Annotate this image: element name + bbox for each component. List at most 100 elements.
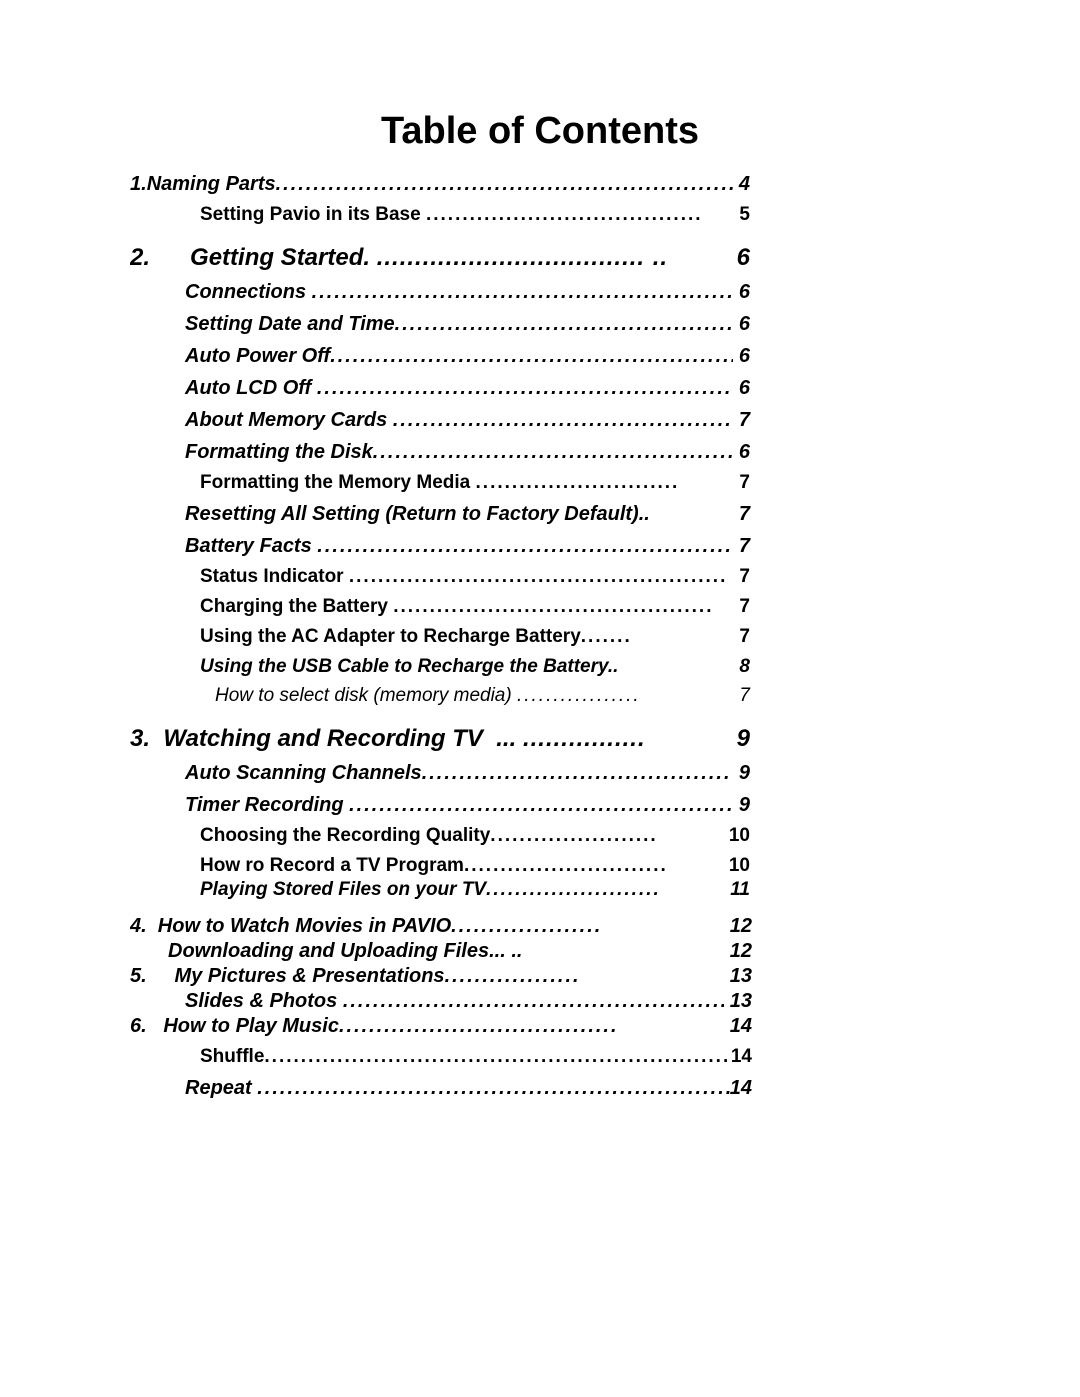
toc-entry: Choosing the Recording Quality..........… — [130, 825, 950, 847]
toc-page-number: 7 — [733, 535, 750, 558]
toc-page-number: 10 — [724, 855, 750, 877]
toc-leader-dots: ........................................… — [349, 794, 733, 817]
toc-label: Setting Pavio in its Base — [200, 204, 426, 226]
toc-entry: Resetting All Setting (Return to Factory… — [130, 503, 950, 526]
toc-entry: Auto Scanning Channels..................… — [130, 762, 950, 785]
toc-page-number: 9 — [733, 794, 750, 817]
toc-entry: Battery Facts ..........................… — [130, 535, 950, 558]
toc-page-number: 6 — [733, 441, 750, 464]
toc-number: 1. — [130, 173, 147, 196]
toc-page-number: 7 — [734, 472, 750, 494]
toc-page-number: 7 — [739, 685, 750, 707]
toc-label: Timer Recording — [185, 794, 349, 817]
toc-entry: Auto Power Off..........................… — [130, 345, 950, 368]
toc-leader-dots: ........................................… — [317, 535, 733, 558]
toc-leader-dots: ........................................… — [317, 377, 733, 400]
toc-page: Table of Contents 1. Naming Parts.......… — [0, 0, 1080, 1162]
toc-label: Auto Scanning Channels — [185, 762, 422, 785]
toc-label: Auto Power Off — [185, 345, 330, 368]
toc-label: Using the USB Cable to Recharge the Batt… — [200, 656, 624, 678]
toc-page-number: 13 — [724, 990, 752, 1013]
toc-label: Naming Parts — [147, 173, 276, 196]
toc-number: 5. — [130, 965, 147, 988]
toc-leader-dots: ........................ — [486, 879, 730, 901]
toc-entry: Shuffle.................................… — [130, 1046, 950, 1068]
toc-label: Charging the Battery — [200, 596, 393, 618]
toc-number: 6. — [130, 1015, 147, 1038]
toc-label: How to Play Music — [147, 1015, 339, 1038]
toc-page-number: 6 — [733, 281, 750, 304]
toc-page-number: 11 — [730, 879, 750, 901]
page-title: Table of Contents — [130, 110, 950, 153]
toc-page-number: 7 — [734, 626, 750, 648]
toc-leader-dots: .................. — [445, 965, 730, 988]
toc-entry: Using the USB Cable to Recharge the Batt… — [130, 656, 950, 678]
toc-page-number: 7 — [734, 566, 750, 588]
toc-label: Slides & Photos — [185, 990, 343, 1013]
toc-entry: Repeat .................................… — [130, 1077, 950, 1100]
toc-label: Playing Stored Files on your TV — [200, 879, 486, 901]
toc-leader-dots: ....... — [581, 626, 734, 648]
toc-leader-dots: ........................................… — [373, 441, 734, 464]
toc-entry: Using the AC Adapter to Recharge Battery… — [130, 626, 950, 648]
toc-entry: Setting Pavio in its Base ..............… — [130, 204, 950, 226]
toc-leader-dots: ........................................… — [343, 990, 724, 1013]
toc-page-number: 10 — [724, 825, 750, 847]
toc-leader-dots: ........................................… — [395, 313, 734, 336]
toc-page-number: 12 — [730, 915, 752, 938]
toc-label: Connections — [185, 281, 312, 304]
toc-leader-dots: ........................................… — [422, 762, 739, 785]
toc-entry: 3. Watching and Recording TV ... .......… — [130, 725, 950, 753]
toc-label: Formatting the Memory Media — [200, 472, 476, 494]
toc-number: 2. — [130, 244, 150, 272]
toc-page-number: 13 — [730, 965, 752, 988]
toc-label: Shuffle — [200, 1046, 264, 1068]
toc-page-number: 14 — [730, 1077, 752, 1100]
toc-entry: How to select disk (memory media) ......… — [130, 685, 950, 707]
toc-leader-dots: ............................ — [476, 472, 735, 494]
toc-entry: Formatting the Memory Media ............… — [130, 472, 950, 494]
toc-leader-dots: ........................................… — [276, 173, 734, 196]
toc-leader-dots: ........................................… — [393, 409, 734, 432]
toc-page-number: 6 — [733, 377, 750, 400]
toc-page-number: 7 — [734, 596, 750, 618]
toc-leader-dots: ..................................... — [339, 1015, 730, 1038]
toc-entry: Setting Date and Time...................… — [130, 313, 950, 336]
toc-leader-dots: ...................................... — [426, 204, 734, 226]
toc-leader-dots: ........................................… — [312, 281, 734, 304]
toc-page-number: 8 — [739, 656, 750, 678]
toc-entry: Status Indicator .......................… — [130, 566, 950, 588]
toc-leader-dots: ........................................… — [257, 1077, 730, 1100]
toc-label: My Pictures & Presentations — [147, 965, 445, 988]
toc-leader-dots: .................... — [451, 915, 730, 938]
toc-entry: 5. My Pictures & Presentations..........… — [130, 965, 950, 988]
toc-label: About Memory Cards — [185, 409, 393, 432]
toc-entry: How ro Record a TV Program..............… — [130, 855, 950, 877]
toc-label: Formatting the Disk — [185, 441, 373, 464]
toc-label: Using the AC Adapter to Recharge Battery — [200, 626, 581, 648]
toc-entry: Timer Recording ........................… — [130, 794, 950, 817]
toc-leader-dots: ................. — [517, 685, 739, 707]
toc-label: Resetting All Setting (Return to Factory… — [185, 503, 655, 526]
toc-entry: 2. Getting Started. ....................… — [130, 244, 950, 272]
toc-entry: About Memory Cards .....................… — [130, 409, 950, 432]
toc-leader-dots: ................................... .. — [377, 244, 737, 272]
toc-entry: Slides & Photos ........................… — [130, 990, 950, 1013]
toc-number: 4. — [130, 915, 147, 938]
toc-leader-dots: ................ — [523, 725, 730, 753]
toc-label: How to select disk (memory media) — [215, 685, 517, 707]
toc-page-number: 14 — [730, 1015, 752, 1038]
toc-entry: Auto LCD Off ...........................… — [130, 377, 950, 400]
toc-entry: Playing Stored Files on your TV.........… — [130, 879, 950, 901]
toc-label: Repeat — [185, 1077, 257, 1100]
toc-entry: Formatting the Disk.....................… — [130, 441, 950, 464]
toc-leader-dots: ........................................… — [330, 345, 733, 368]
toc-entry: Downloading and Uploading Files... .. 12 — [130, 940, 950, 963]
toc-page-number: 9 — [730, 725, 750, 753]
toc-label: How to Watch Movies in PAVIO — [147, 915, 451, 938]
toc-number: 3. — [130, 725, 150, 753]
toc-label: How ro Record a TV Program — [200, 855, 464, 877]
toc-label: Watching and Recording TV ... — [150, 725, 523, 753]
toc-page-number: 5 — [734, 204, 750, 226]
toc-page-number: 6 — [733, 345, 750, 368]
